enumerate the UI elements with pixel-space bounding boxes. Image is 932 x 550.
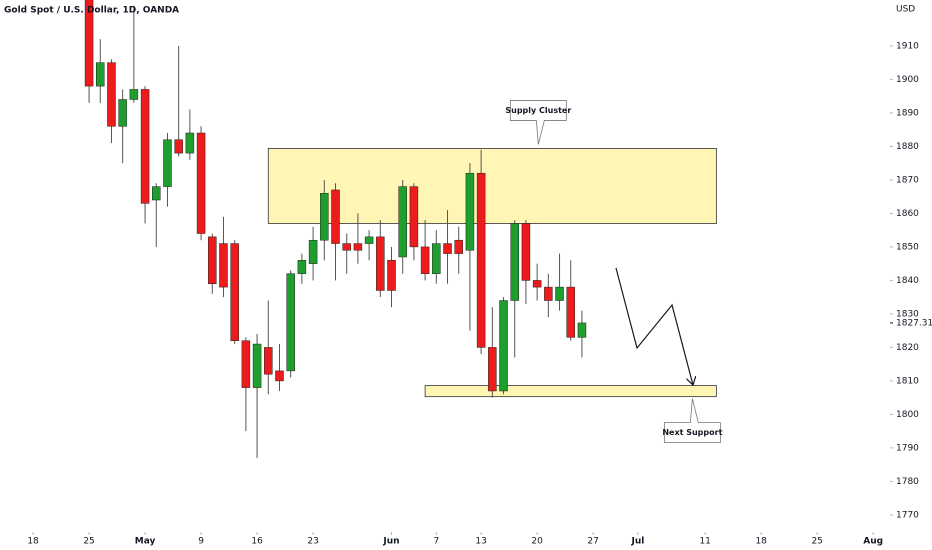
projection-arrow <box>615 267 693 385</box>
y-tick-label: 1830 <box>896 309 919 319</box>
candle-body <box>320 193 329 241</box>
candle-body <box>420 246 430 274</box>
y-tick-label: 1910 <box>896 41 919 51</box>
y-tick-label: 1820 <box>896 343 919 353</box>
candle-body <box>376 236 385 291</box>
candle-body <box>566 286 575 338</box>
axes: 1770178017901800181018201830184018501860… <box>27 41 932 546</box>
chart-title: Gold Spot / U.S. Dollar, 1D, OANDA <box>4 6 179 16</box>
last-price-label: 1827.310 <box>896 318 932 328</box>
candle-body <box>364 236 374 244</box>
candle-body <box>129 89 139 100</box>
candle-body <box>443 243 452 254</box>
x-tick-label: 23 <box>307 537 318 547</box>
x-tick-label: 9 <box>198 537 204 547</box>
candle-body <box>521 223 531 281</box>
candle-body <box>409 186 419 248</box>
candle-body <box>163 139 172 187</box>
candle-body <box>488 347 497 392</box>
candle-body <box>208 236 217 285</box>
x-tick-label: 20 <box>531 537 543 547</box>
candle-body <box>275 370 284 382</box>
candle-body <box>152 186 161 201</box>
x-tick-label: 25 <box>83 537 94 547</box>
y-tick-label: 1880 <box>896 142 919 152</box>
y-tick-label: 1890 <box>896 108 919 118</box>
x-tick-label: May <box>135 537 156 547</box>
x-tick-label: 27 <box>587 537 598 547</box>
candle-body <box>219 243 228 288</box>
candle-body <box>353 243 363 251</box>
candle-body <box>264 347 273 375</box>
candle-body <box>230 243 239 341</box>
y-tick-label: 1790 <box>896 443 919 453</box>
candle-body <box>532 280 542 288</box>
candle-body <box>432 243 441 274</box>
y-tick-label: 1850 <box>896 242 919 252</box>
y-tick-label: 1770 <box>896 510 919 520</box>
x-tick-label: 18 <box>27 537 39 547</box>
y-tick-label: 1800 <box>896 410 919 420</box>
candle-body <box>331 189 340 244</box>
x-tick-label: 18 <box>755 537 767 547</box>
candle-body <box>454 239 463 254</box>
zone <box>267 148 717 224</box>
candle-body <box>398 186 407 258</box>
candle-body <box>84 0 94 87</box>
y-tick-label: 1870 <box>896 175 919 185</box>
candle-body <box>118 99 127 127</box>
candle-body <box>387 260 396 291</box>
candle-body <box>577 322 587 338</box>
candle-body <box>555 286 564 301</box>
callout-box <box>663 398 721 444</box>
x-tick-label: 16 <box>251 537 263 547</box>
y-tick-label: 1860 <box>896 209 919 219</box>
x-tick-label: 25 <box>811 537 822 547</box>
x-tick-label: Jul <box>631 537 645 547</box>
candle-body <box>510 223 519 301</box>
x-tick-label: 13 <box>475 537 486 547</box>
y-tick-label: 1840 <box>896 276 919 286</box>
callout: Supply Cluster <box>505 100 571 145</box>
x-tick-label: 7 <box>433 537 439 547</box>
callout-box <box>509 100 567 145</box>
candle-body <box>465 172 475 251</box>
zone <box>424 385 717 398</box>
y-tick-label: 1900 <box>896 75 919 85</box>
y-tick-label: 1810 <box>896 376 919 386</box>
candle-body <box>286 273 295 372</box>
callout: Next Support <box>662 398 723 444</box>
x-tick-label: Aug <box>863 537 883 547</box>
candle-body <box>140 89 150 204</box>
y-tick-label: 1780 <box>896 477 919 487</box>
candle-body <box>96 62 105 87</box>
candle-body <box>185 132 195 154</box>
x-tick-label: 11 <box>699 537 710 547</box>
x-tick-label: Jun <box>382 537 399 547</box>
candle-body <box>342 243 351 251</box>
candle-body <box>196 132 206 234</box>
zones <box>267 148 717 398</box>
candle-body <box>476 172 486 348</box>
candles <box>84 0 587 458</box>
callout-label: Next Support <box>662 428 722 437</box>
candle-body <box>544 286 553 301</box>
candle-body <box>297 260 307 274</box>
candle-body <box>252 343 262 388</box>
callout-label: Supply Cluster <box>505 106 571 115</box>
candle-body <box>107 62 116 127</box>
candle-body <box>241 340 251 388</box>
y-axis-label: USD <box>896 5 915 15</box>
candle-body <box>308 239 318 264</box>
candle-body <box>174 139 183 154</box>
candle-body <box>499 300 508 392</box>
